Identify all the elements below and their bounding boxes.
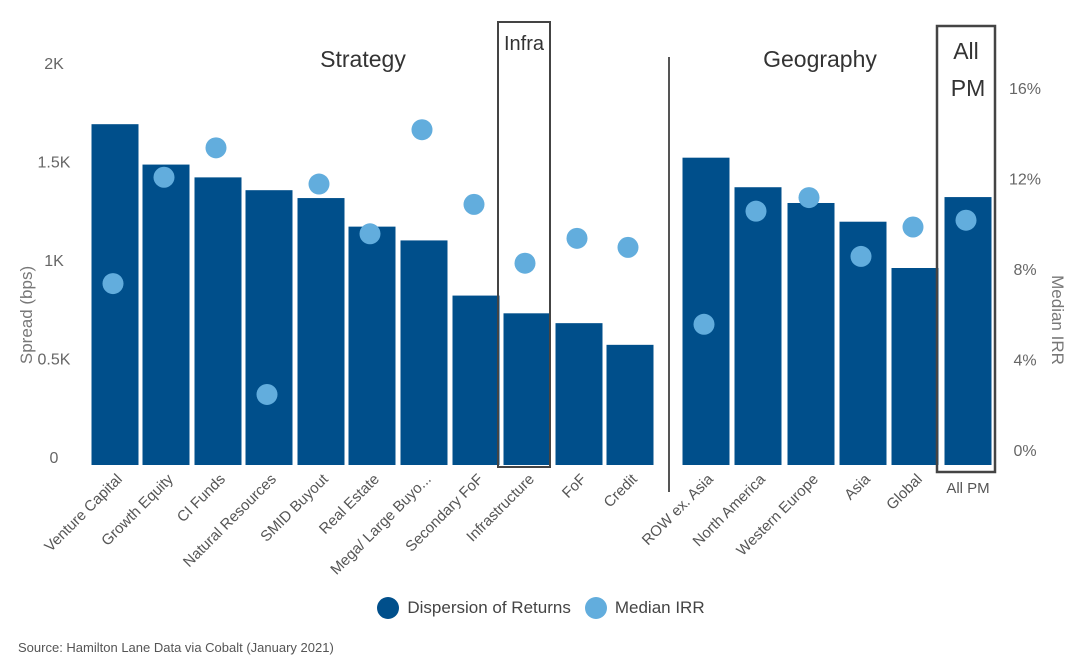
bar-row-ex-asia[interactable] [682, 157, 730, 465]
bar-north-america[interactable] [734, 187, 782, 466]
bar-venture-capital[interactable] [91, 124, 139, 465]
group-label-geography: Geography [763, 46, 877, 72]
median-irr-point[interactable] [308, 173, 330, 195]
y-axis-title-left: Spread (bps) [17, 266, 36, 364]
y-tick-left: 0 [50, 450, 59, 467]
y-tick-right: 12% [1009, 172, 1041, 189]
x-tick-label: Credit [601, 470, 642, 511]
median-irr-point[interactable] [902, 216, 924, 238]
bar-all-pm[interactable] [944, 197, 992, 465]
bar-smid-buyout[interactable] [297, 198, 345, 465]
median-irr-point[interactable] [850, 245, 872, 267]
x-tick-label: Asia [841, 470, 874, 503]
legend: Dispersion of Returns Median IRR [0, 597, 1082, 619]
legend-swatch-dispersion [377, 597, 400, 619]
legend-swatch-median-irr [584, 597, 607, 619]
median-irr-point[interactable] [617, 236, 639, 258]
median-irr-point[interactable] [566, 227, 588, 249]
bar-credit[interactable] [606, 344, 654, 465]
legend-label-dispersion: Dispersion of Returns [407, 598, 571, 617]
bar-fof[interactable] [555, 323, 603, 465]
all-pm-highlight-label-line2: PM [951, 75, 986, 101]
median-irr-point[interactable] [514, 252, 536, 274]
median-irr-point[interactable] [205, 137, 227, 159]
y-tick-right: 4% [1013, 353, 1036, 370]
bar-ci-funds[interactable] [194, 177, 242, 465]
median-irr-point[interactable] [153, 166, 175, 188]
median-irr-point[interactable] [463, 193, 485, 215]
bar-natural-resources[interactable] [245, 190, 293, 465]
y-tick-right: 16% [1009, 81, 1041, 98]
legend-label-median-irr: Median IRR [614, 598, 705, 617]
all-pm-highlight-label-line1: All [953, 38, 979, 64]
legend-item-median-irr[interactable]: Median IRR [584, 597, 705, 619]
bar-real-estate[interactable] [348, 226, 396, 465]
infra-highlight-box [497, 21, 551, 468]
y-tick-left: 1.5K [38, 155, 71, 172]
source-note: Source: Hamilton Lane Data via Cobalt (J… [18, 640, 334, 655]
group-label-strategy: Strategy [320, 46, 406, 72]
median-irr-point[interactable] [955, 209, 977, 231]
bar-infrastructure[interactable] [503, 313, 551, 465]
bar-global[interactable] [891, 268, 939, 465]
y-tick-left: 1K [44, 253, 64, 270]
all-pm-highlight-box [935, 24, 997, 474]
x-tick-label: All PM [946, 480, 989, 497]
bar-secondary-fof[interactable] [452, 295, 500, 465]
median-irr-point[interactable] [745, 200, 767, 222]
median-irr-point[interactable] [798, 187, 820, 209]
x-tick-label: FoF [559, 471, 590, 502]
y-axis-title-right: Median IRR [1048, 275, 1067, 365]
median-irr-point[interactable] [359, 223, 381, 245]
bar-western-europe[interactable] [787, 202, 835, 466]
median-irr-point[interactable] [102, 273, 124, 295]
infra-highlight-label: Infra [504, 33, 545, 55]
y-tick-right: 8% [1013, 262, 1036, 279]
median-irr-point[interactable] [256, 383, 278, 405]
bar-mega-large-buyo-[interactable] [400, 240, 448, 465]
x-tick-label: Global [883, 471, 926, 514]
legend-item-dispersion[interactable]: Dispersion of Returns [377, 597, 571, 619]
y-tick-right: 0% [1013, 443, 1036, 460]
y-tick-left: 2K [44, 56, 64, 73]
y-tick-left: 0.5K [38, 352, 71, 369]
bar-growth-equity[interactable] [142, 164, 190, 465]
median-irr-point[interactable] [693, 313, 715, 335]
x-tick-label: Mega/ Large Buyo... [327, 471, 435, 579]
median-irr-point[interactable] [411, 119, 433, 141]
x-tick-label: Natural Resources [180, 471, 280, 571]
